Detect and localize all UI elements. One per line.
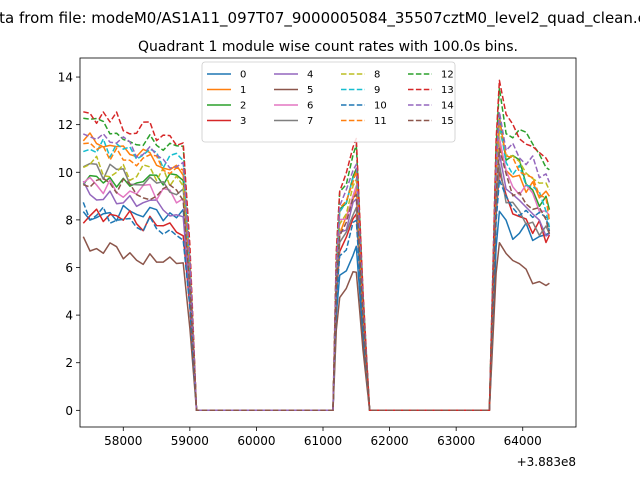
legend-label-7: 7 [307,116,313,127]
y-tick-label: 14 [58,71,73,85]
y-tick-label: 8 [65,213,73,227]
legend-label-0: 0 [240,70,246,81]
series-line-15 [83,147,551,412]
series-line-13 [83,79,551,412]
legend-label-6: 6 [307,101,313,112]
chart-title: Quadrant 1 module wise count rates with … [138,39,518,55]
plot-area: 58000 59000 60000 61000 62000 63000 64000 0 2 4 6 8… [58,57,577,448]
x-tick-label: 59000 [171,434,209,448]
y-tick-label: 6 [65,261,73,275]
x-tick-label: 60000 [237,434,275,448]
y-tick-label: 4 [65,309,73,323]
series-line-5 [82,236,550,412]
x-tick-label: 62000 [370,434,408,448]
legend-label-14: 14 [441,101,454,112]
legend-label-4: 4 [307,70,313,81]
x-tick-label: 61000 [304,434,342,448]
legend-label-11: 11 [374,116,387,127]
series-line-14 [83,111,551,412]
legend-label-5: 5 [307,85,313,96]
y-tick-label: 0 [65,404,73,418]
series-line-12 [83,87,550,412]
series-line-6 [82,137,551,412]
x-tick-label: 58000 [104,434,142,448]
y-tick-label: 12 [58,118,73,132]
x-offset-label: +3.883e8 [517,455,576,469]
series-line-11 [83,118,551,412]
x-tick-label: 64000 [504,434,542,448]
series-line-3 [82,171,551,412]
y-tick-label: 2 [65,356,73,370]
series-line-10 [82,179,551,412]
legend-label-9: 9 [374,85,380,96]
y-tick-label: 10 [58,166,73,180]
figure-suptitle: Data from file: modeM0/AS1A11_097T07_900… [0,9,640,28]
legend-label-10: 10 [374,101,387,112]
series-line-8 [82,129,551,412]
axes-frame [79,57,577,428]
legend-label-15: 15 [441,116,454,127]
series-line-0 [82,204,550,412]
legend-label-1: 1 [240,85,246,96]
legend-label-13: 13 [441,85,454,96]
legend-label-8: 8 [374,70,380,81]
x-tick-label: 63000 [437,434,475,448]
legend-label-12: 12 [441,70,454,81]
series-line-9 [83,121,551,412]
series-line-2 [82,116,551,412]
legend-box [201,61,456,143]
legend-label-2: 2 [240,101,246,112]
legend-label-3: 3 [240,116,246,127]
